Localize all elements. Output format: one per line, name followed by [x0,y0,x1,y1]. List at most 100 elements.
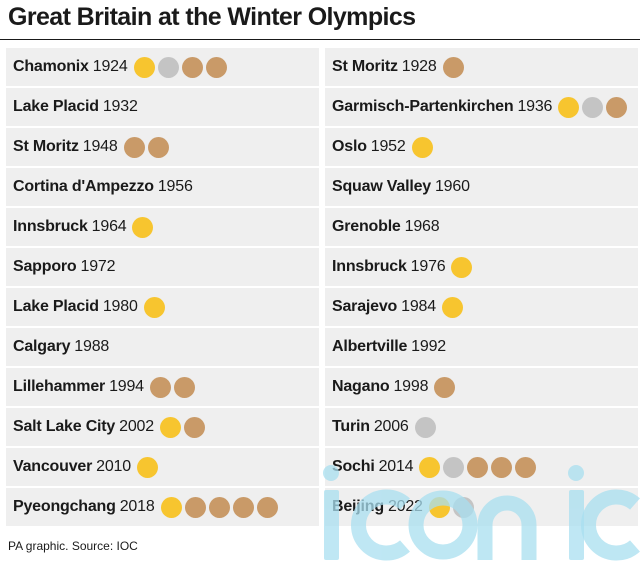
medal-list [411,136,436,158]
host-city: Cortina d'Ampezzo [13,178,154,195]
host-city: Vancouver [13,458,93,475]
games-year: 1994 [109,378,144,395]
games-cell: Salt Lake City 2002 [6,408,319,446]
bronze-medal-icon [491,456,513,478]
games-cell: Albertville 1992 [325,328,638,366]
host-city: Salt Lake City [13,418,116,435]
bronze-medal-icon [173,376,195,398]
games-year: 2006 [373,418,409,435]
bronze-medal-icon [434,376,456,398]
games-cell: Lake Placid 1980 [6,288,319,326]
games-year: 1984 [401,298,436,315]
host-city: Lillehammer [13,378,106,395]
host-city: Lake Placid [13,98,99,115]
games-year: 1976 [410,258,446,275]
games-grid: Chamonix 1924 St Moritz 1928 Lake Placid 1932… [6,48,640,526]
games-year: 1928 [401,58,437,75]
host-city: Turin [332,418,370,435]
bronze-medal-icon [147,136,169,158]
gold-medal-icon [136,456,158,478]
host-city: Innsbruck [13,218,88,235]
bronze-medal-icon [232,496,254,518]
games-year: 2014 [378,458,414,475]
host-city: Garmisch-Partenkirchen [332,98,514,115]
bronze-medal-icon [467,456,489,478]
bronze-medal-icon [205,56,227,78]
medal-list [451,256,475,278]
medal-list [441,296,466,318]
bronze-medal-icon [183,416,205,438]
host-city: Sochi [332,458,375,475]
host-city: Calgary [13,338,71,355]
bronze-medal-icon [606,96,628,118]
games-cell: Vancouver 2010 [6,448,319,486]
medal-list [160,496,281,518]
bronze-medal-icon [123,136,145,158]
medal-list [133,56,230,78]
bronze-medal-icon [515,456,537,478]
gold-medal-icon [132,216,154,238]
games-cell: Sapporo 1972 [6,248,319,286]
gold-medal-icon [441,296,463,318]
host-city: Beijing [332,498,384,515]
host-city: Chamonix [13,58,89,75]
medal-list [558,96,630,118]
games-cell: Chamonix 1924 [6,48,319,86]
medal-list [419,456,539,478]
bronze-medal-icon [181,56,203,78]
gold-medal-icon [558,96,580,118]
games-year: 1932 [102,98,138,115]
host-city: Pyeongchang [13,498,116,515]
gold-medal-icon [428,496,450,518]
games-cell: Grenoble 1968 [325,208,638,246]
games-cell: Nagano 1998 [325,368,638,406]
source-note: PA graphic. Source: IOC [8,539,138,553]
games-cell: Innsbruck 1976 [325,248,638,286]
host-city: Albertville [332,338,408,355]
games-year: 2018 [119,498,155,515]
host-city: Sapporo [13,258,77,275]
games-year: 1972 [80,258,116,275]
games-year: 1992 [411,338,446,355]
games-year: 1980 [102,298,138,315]
games-cell: Oslo 1952 [325,128,638,166]
medal-list [428,496,477,518]
medal-list [132,216,156,238]
games-year: 1948 [82,138,118,155]
games-year: 1936 [517,98,553,115]
games-cell: Turin 2006 [325,408,638,446]
medal-list [136,456,161,478]
medal-list [123,136,172,158]
silver-medal-icon [582,96,604,118]
medal-list [434,376,458,398]
games-year: 2002 [119,418,154,435]
games-cell: Sochi 2014 [325,448,638,486]
games-year: 1968 [404,218,440,235]
games-cell: St Moritz 1928 [325,48,638,86]
host-city: Innsbruck [332,258,407,275]
games-cell: Beijing 2022 [325,488,638,526]
gold-medal-icon [133,56,155,78]
bronze-medal-icon [184,496,206,518]
gold-medal-icon [159,416,181,438]
silver-medal-icon [157,56,179,78]
games-year: 2022 [387,498,423,515]
host-city: Oslo [332,138,367,155]
bronze-medal-icon [256,496,278,518]
games-year: 1952 [370,138,406,155]
title-divider [0,39,640,40]
bronze-medal-icon [149,376,171,398]
bronze-medal-icon [442,56,464,78]
host-city: St Moritz [332,58,398,75]
games-cell: Sarajevo 1984 [325,288,638,326]
games-cell: Lillehammer 1994 [6,368,319,406]
games-cell: Squaw Valley 1960 [325,168,638,206]
medal-list [159,416,208,438]
silver-medal-icon [452,496,474,518]
medal-list [149,376,198,398]
games-year: 1924 [92,58,128,75]
medal-list [414,416,439,438]
host-city: Sarajevo [332,298,398,315]
bronze-medal-icon [208,496,230,518]
gold-medal-icon [451,256,473,278]
